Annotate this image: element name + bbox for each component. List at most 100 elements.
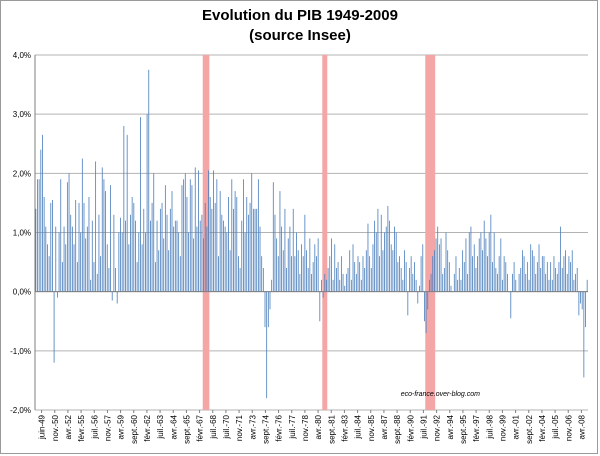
recession-bands xyxy=(202,55,436,410)
y-tick-label: 3,0% xyxy=(13,110,31,119)
bar xyxy=(47,244,48,292)
bar xyxy=(43,197,45,292)
bar xyxy=(556,273,558,292)
bar xyxy=(224,226,226,292)
x-tick-label: févr.-97 xyxy=(472,414,481,441)
bar xyxy=(460,279,462,292)
bar xyxy=(133,202,135,292)
bar-series xyxy=(35,69,588,399)
bar xyxy=(297,250,299,292)
bar xyxy=(42,134,43,292)
bar xyxy=(435,238,437,292)
bar xyxy=(118,232,120,292)
bar xyxy=(262,268,264,292)
bar xyxy=(463,262,465,292)
bar xyxy=(332,279,334,292)
x-tick-label: juil.-91 xyxy=(419,414,428,439)
bar xyxy=(226,232,228,292)
x-tick-label: févr.-76 xyxy=(275,414,284,441)
bar xyxy=(392,250,394,292)
y-tick-labels: -2,0% -1,0% 0,0% 1,0% 2,0% 3,0% 4,0% xyxy=(10,51,31,415)
bar xyxy=(382,250,384,292)
x-tick-label: juil.-05 xyxy=(551,414,560,439)
bar xyxy=(128,244,130,292)
bar xyxy=(70,214,72,292)
bar xyxy=(116,291,118,304)
x-tick-label: févr.-04 xyxy=(538,414,547,441)
bar xyxy=(48,256,50,292)
bar xyxy=(306,250,307,292)
recession-band xyxy=(202,55,210,410)
bar xyxy=(221,214,223,292)
bar xyxy=(377,208,379,292)
bar xyxy=(548,279,550,292)
bar xyxy=(52,199,53,292)
bar xyxy=(490,214,492,292)
bar xyxy=(354,262,356,292)
bar xyxy=(507,273,508,292)
bar xyxy=(546,262,548,292)
bar xyxy=(61,262,63,292)
bar xyxy=(103,179,105,292)
bar xyxy=(296,232,297,292)
bar xyxy=(78,202,80,292)
bar xyxy=(543,256,545,292)
bar xyxy=(241,220,243,292)
bar xyxy=(191,185,193,292)
bar xyxy=(533,256,535,292)
bar xyxy=(281,226,283,292)
bar xyxy=(66,182,68,292)
bar xyxy=(96,273,98,292)
bar xyxy=(53,291,55,363)
bar xyxy=(244,232,246,292)
bar xyxy=(130,214,131,292)
bar xyxy=(90,279,92,292)
chart-subtitle: (source Insee) xyxy=(249,27,351,44)
bar xyxy=(389,220,390,292)
bar xyxy=(277,256,279,292)
bar xyxy=(324,273,326,292)
bar xyxy=(385,226,387,292)
bar xyxy=(420,256,422,292)
bar xyxy=(257,179,259,292)
bar xyxy=(171,191,173,292)
bar xyxy=(289,226,291,292)
bar xyxy=(545,273,547,292)
x-tick-label: juil.-98 xyxy=(485,414,494,439)
bar xyxy=(340,256,342,292)
bar xyxy=(45,226,47,292)
bar xyxy=(145,232,146,292)
bar xyxy=(521,250,523,292)
bar xyxy=(189,179,191,292)
bar xyxy=(101,167,103,292)
bar xyxy=(390,244,392,292)
bar xyxy=(108,268,110,292)
bar xyxy=(166,214,168,292)
bar xyxy=(40,149,42,292)
bar xyxy=(345,273,347,292)
bar xyxy=(453,273,455,292)
watermark: eco-france.over-blog.com xyxy=(401,391,480,398)
bar xyxy=(510,291,512,319)
bar xyxy=(397,262,399,292)
bar xyxy=(575,273,576,292)
bar xyxy=(359,262,361,292)
bar xyxy=(214,202,216,292)
bar xyxy=(271,279,273,292)
bar xyxy=(331,238,332,292)
bar xyxy=(228,197,229,292)
bar xyxy=(585,291,586,328)
chart-title-block: Evolution du PIB 1949-2009 (source Insee… xyxy=(0,6,600,46)
x-tick-label: avr.-08 xyxy=(577,414,586,439)
bar xyxy=(234,191,236,292)
x-tick-label: févr.-90 xyxy=(406,414,415,441)
bar xyxy=(424,291,425,322)
bar xyxy=(458,268,460,292)
bar xyxy=(287,238,289,292)
y-tick-label: 4,0% xyxy=(13,51,31,60)
x-tick-label: sept.-02 xyxy=(525,414,534,443)
bar xyxy=(384,232,385,292)
x-tick-label: nov.-85 xyxy=(367,414,376,441)
bar xyxy=(555,268,557,292)
